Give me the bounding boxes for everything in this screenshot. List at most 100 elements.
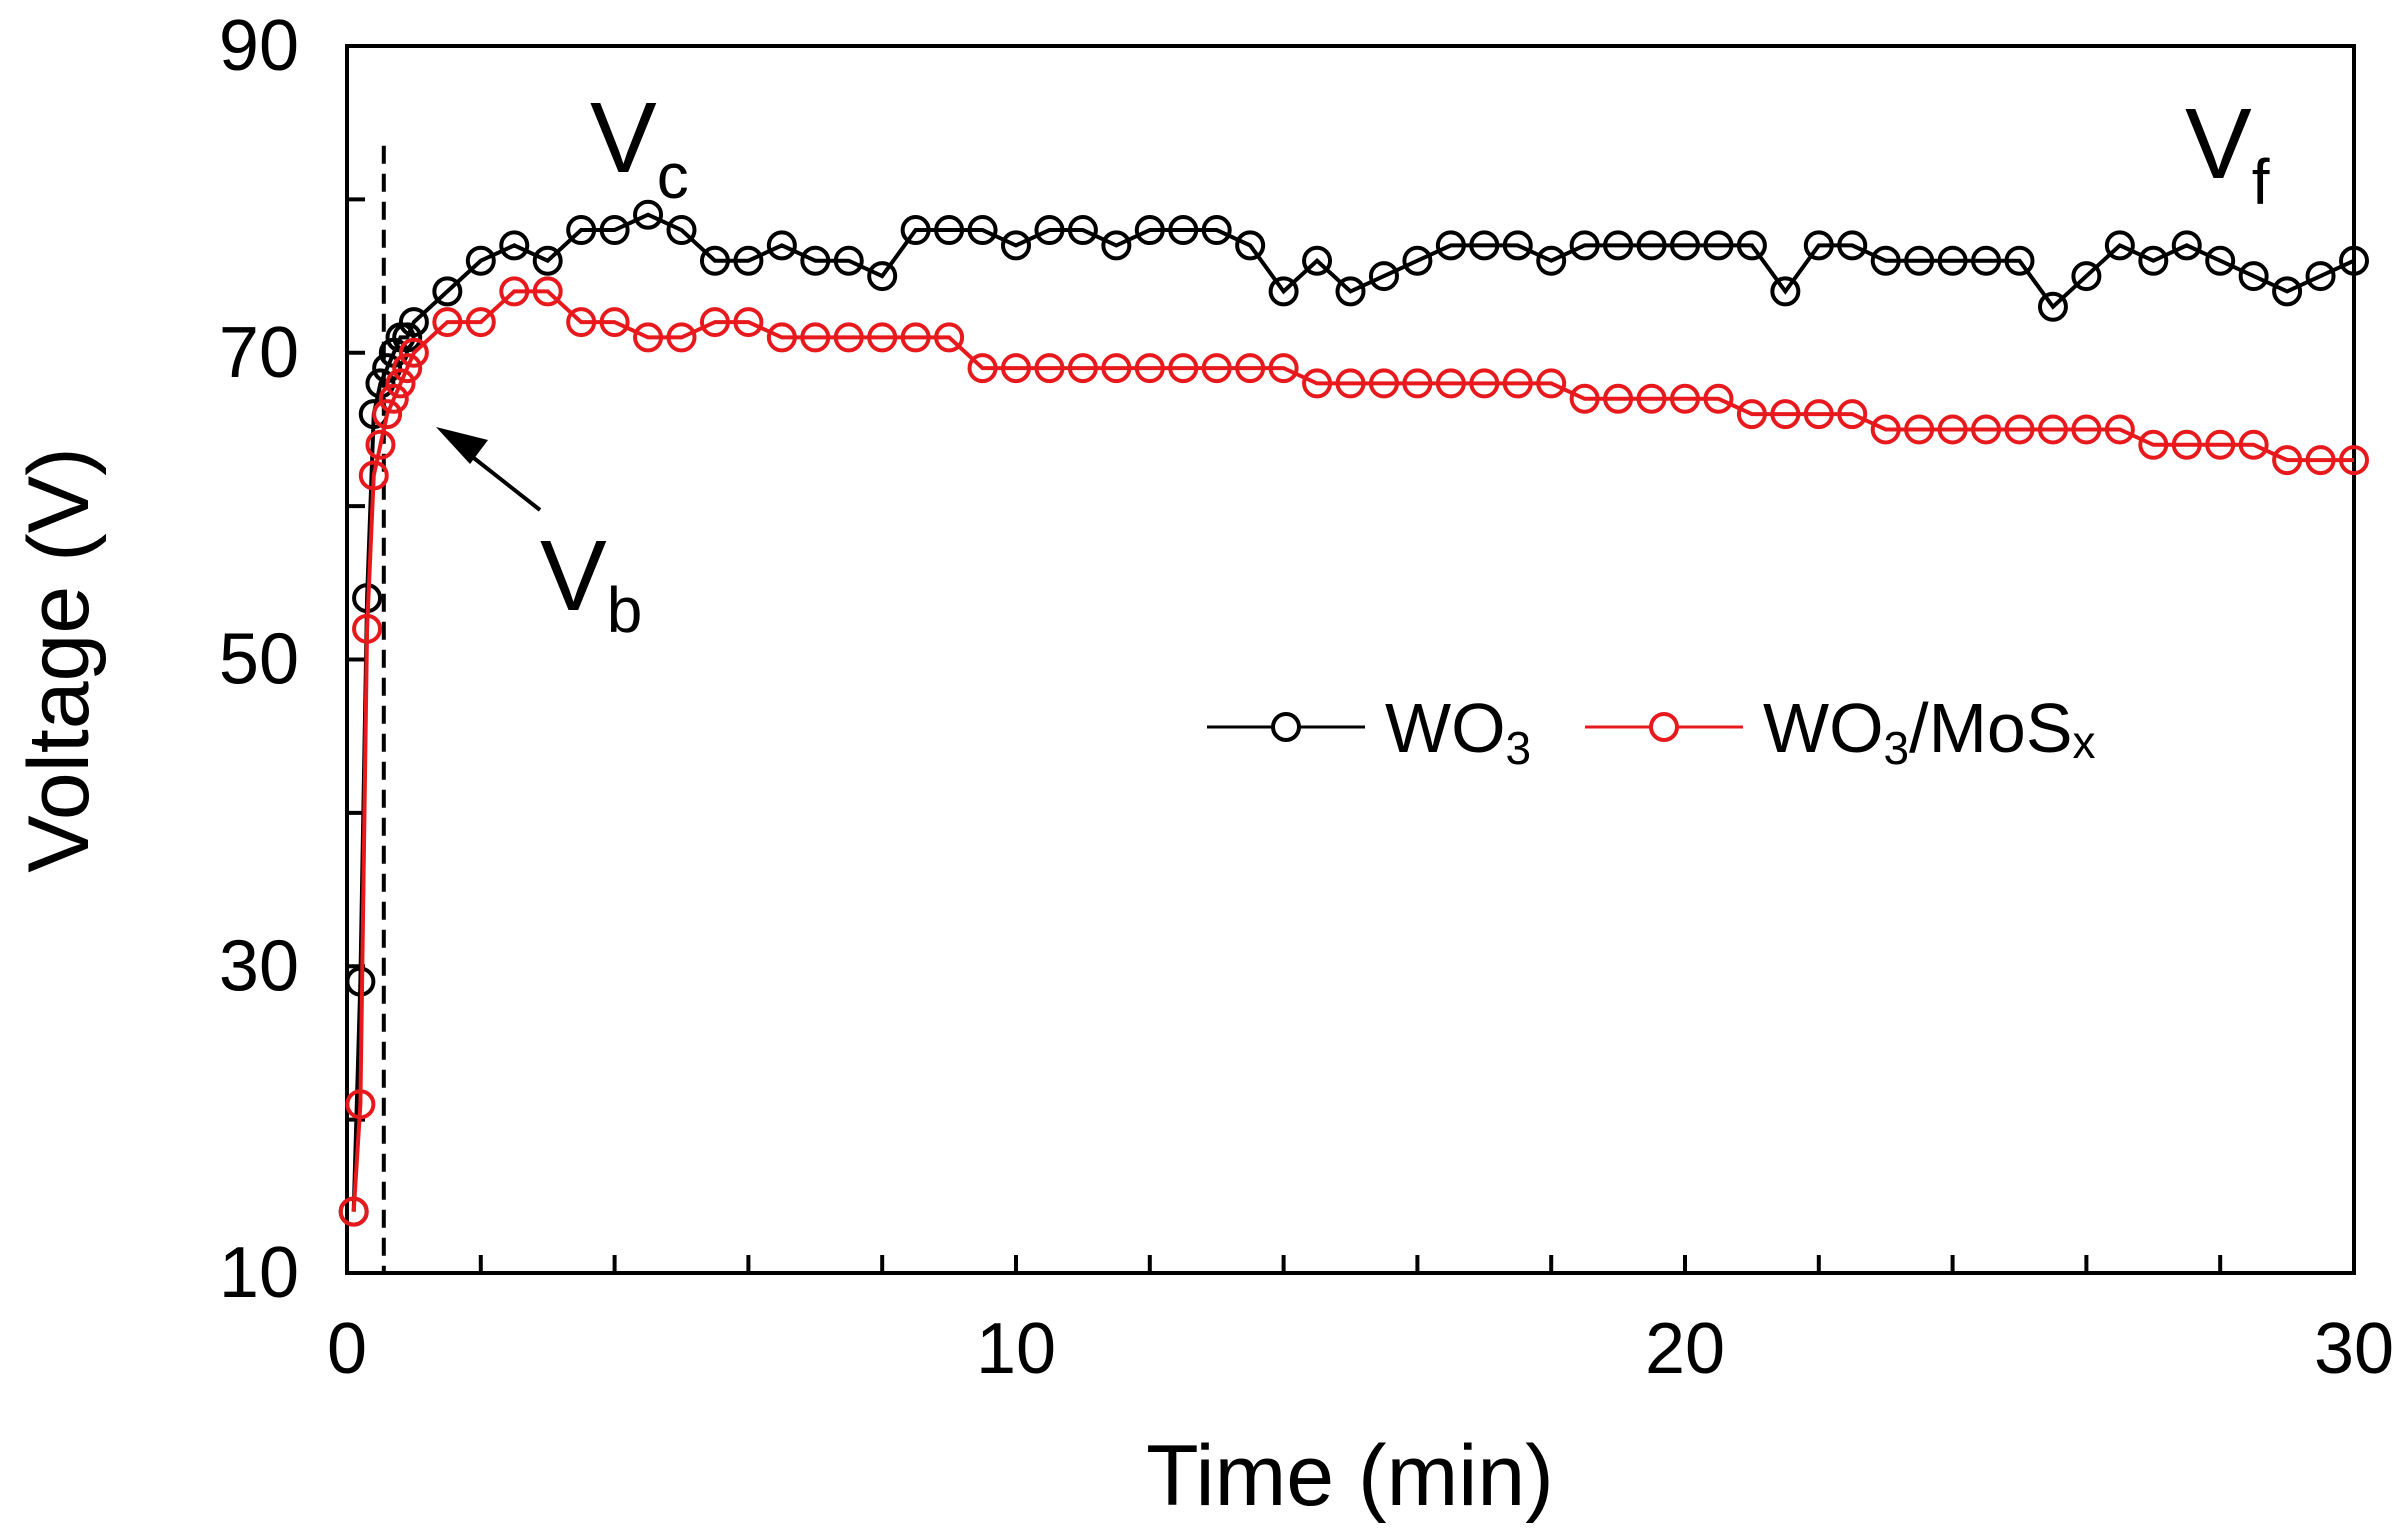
- data-point: [365, 429, 396, 460]
- data-point: [699, 307, 730, 338]
- data-point: [1703, 230, 1734, 261]
- data-point: [599, 307, 630, 338]
- data-point: [465, 245, 496, 276]
- data-point: [358, 460, 389, 491]
- data-point: [1636, 383, 1667, 414]
- data-point: [1937, 245, 1968, 276]
- data-point: [398, 307, 429, 338]
- y-tick-label: 90: [219, 6, 299, 86]
- data-point: [1268, 276, 1299, 307]
- data-point: [1636, 230, 1667, 261]
- series-wo3: [338, 199, 2369, 1227]
- data-point: [666, 215, 697, 246]
- data-point: [1469, 230, 1500, 261]
- y-axis-tick-labels: 10 30 50 70 90: [219, 6, 299, 1313]
- data-point: [1368, 368, 1399, 399]
- data-point: [2305, 261, 2336, 292]
- data-point: [2171, 429, 2202, 460]
- data-point: [2272, 445, 2303, 476]
- data-point: [465, 307, 496, 338]
- data-point: [1067, 215, 1098, 246]
- data-point: [699, 245, 730, 276]
- y-tick-label: 30: [219, 926, 299, 1006]
- data-point: [666, 322, 697, 353]
- data-point: [2205, 429, 2236, 460]
- x-tick-label: 10: [976, 1309, 1056, 1389]
- legend-label-wo3mosx: WO3/MoSx: [1763, 689, 2096, 774]
- data-point: [599, 215, 630, 246]
- data-point: [2004, 414, 2035, 445]
- data-point: [833, 322, 864, 353]
- data-point: [398, 337, 429, 368]
- data-point: [1603, 230, 1634, 261]
- data-point: [800, 322, 831, 353]
- data-point: [392, 353, 423, 384]
- legend-label-wo3mosx-sub2: x: [2073, 716, 2096, 768]
- data-point: [2071, 414, 2102, 445]
- data-point: [967, 353, 998, 384]
- legend-label-wo3mosx-mid: /MoS: [1909, 689, 2072, 767]
- legend-label-wo3: WO3: [1385, 689, 1531, 774]
- data-point: [1101, 230, 1132, 261]
- data-point: [2238, 261, 2269, 292]
- vb-arrow-shaft: [468, 453, 542, 512]
- data-point: [499, 276, 530, 307]
- annotation-vf-sub: f: [2252, 146, 2270, 218]
- data-point: [1536, 368, 1567, 399]
- data-point: [1736, 230, 1767, 261]
- data-point: [1001, 230, 1031, 261]
- legend-label-wo3mosx-main: WO: [1763, 689, 1884, 767]
- data-point: [766, 322, 797, 353]
- data-point: [1302, 368, 1333, 399]
- data-point: [2138, 245, 2169, 276]
- data-point: [2339, 445, 2369, 476]
- data-point: [1803, 399, 1834, 430]
- data-point: [2104, 414, 2135, 445]
- data-point: [1770, 399, 1801, 430]
- x-axis-label: Time (min): [1146, 1428, 1554, 1524]
- data-point: [1168, 215, 1199, 246]
- data-point: [733, 245, 764, 276]
- data-point: [1335, 368, 1366, 399]
- x-tick-label: 20: [1645, 1309, 1725, 1389]
- data-point: [2339, 245, 2369, 276]
- data-point: [345, 1089, 376, 1120]
- data-point: [1134, 215, 1165, 246]
- annotation-vb: Vb: [540, 520, 642, 646]
- annotation-vf: Vf: [2185, 88, 2270, 218]
- data-point: [1904, 245, 1935, 276]
- data-point: [1736, 399, 1767, 430]
- data-point: [532, 276, 563, 307]
- data-point: [833, 245, 864, 276]
- annotation-vc-main: V: [590, 82, 657, 194]
- data-point: [338, 1196, 369, 1227]
- data-point: [1302, 245, 1333, 276]
- data-point: [1569, 383, 1600, 414]
- data-point: [432, 307, 463, 338]
- data-point: [2205, 245, 2236, 276]
- data-point: [1670, 230, 1700, 261]
- data-point: [372, 399, 403, 430]
- vb-arrow-head: [436, 427, 488, 464]
- series-wo3-mosx: [338, 276, 2369, 1227]
- data-point: [2004, 245, 2035, 276]
- data-point: [1402, 368, 1433, 399]
- data-point: [1904, 414, 1935, 445]
- data-point: [352, 613, 383, 644]
- data-point: [1435, 230, 1466, 261]
- data-point: [2104, 230, 2135, 261]
- data-point: [1870, 245, 1901, 276]
- data-point: [1770, 276, 1801, 307]
- data-point: [432, 276, 463, 307]
- data-point: [2071, 261, 2102, 292]
- data-point: [1837, 230, 1868, 261]
- data-point: [1937, 414, 1968, 445]
- plot-frame: [345, 44, 2356, 1275]
- data-point: [532, 245, 563, 276]
- data-point: [1001, 353, 1031, 384]
- data-point: [1502, 230, 1533, 261]
- data-point: [2138, 429, 2169, 460]
- annotation-vc: Vc: [590, 82, 689, 212]
- y-tick-label: 70: [219, 313, 299, 393]
- data-point: [1703, 383, 1734, 414]
